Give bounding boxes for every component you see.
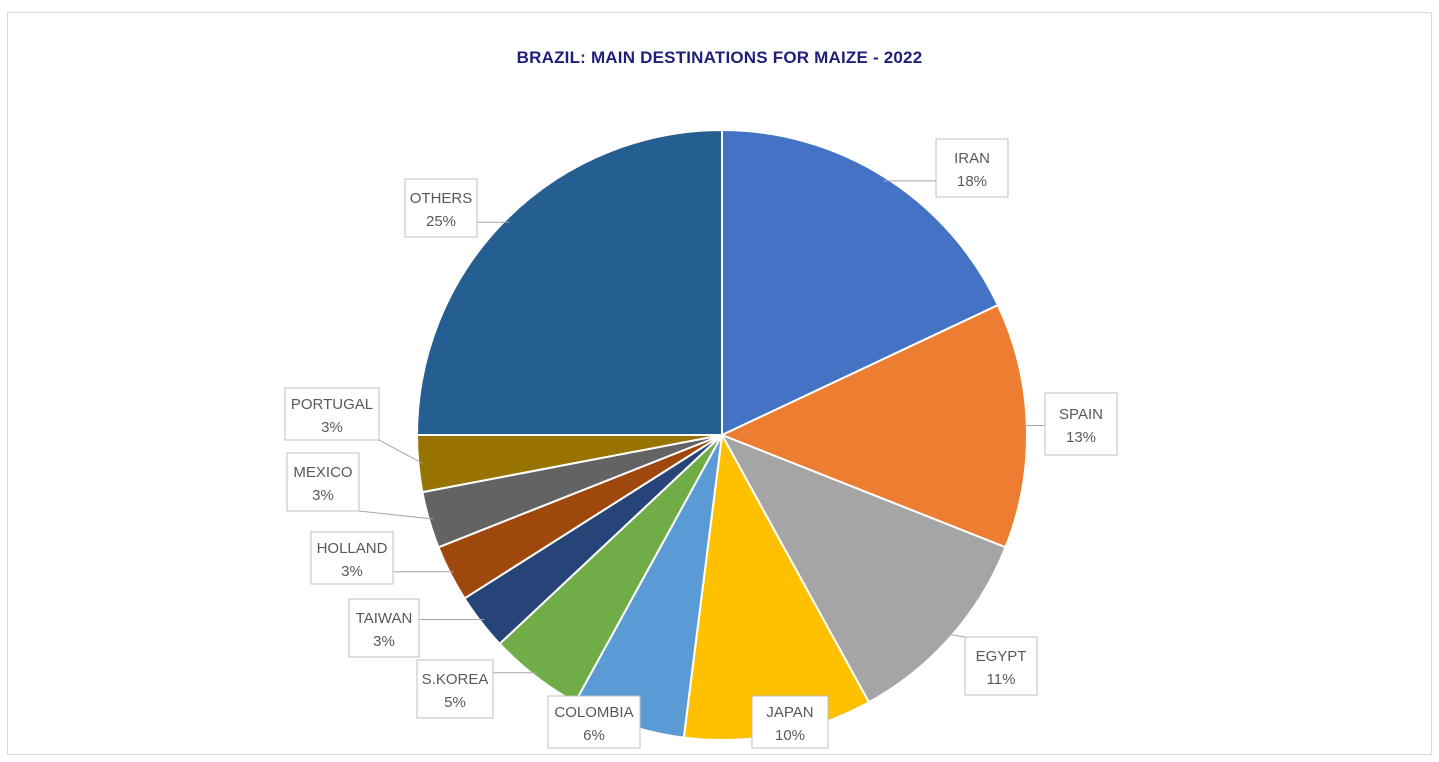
data-label-box xyxy=(416,659,494,719)
data-label: TAIWAN 3% xyxy=(348,598,420,658)
data-label: HOLLAND 3% xyxy=(310,531,394,585)
data-label-box xyxy=(1044,392,1118,456)
data-label: EGYPT 11% xyxy=(964,636,1038,696)
data-label: OTHERS 25% xyxy=(404,178,478,238)
data-label-category: HOLLAND xyxy=(317,540,388,557)
data-label: IRAN 18% xyxy=(935,138,1009,198)
data-label: SPAIN 13% xyxy=(1044,392,1118,456)
data-label-box xyxy=(935,138,1009,198)
data-labels: IRAN 18% SPAIN 13% EGYPT 11% JAPAN 10% COLOMBIA 6… xyxy=(284,138,1118,749)
data-label-value: 3% xyxy=(312,487,334,504)
data-label-value: 3% xyxy=(373,633,395,650)
data-label-value: 13% xyxy=(1066,429,1096,446)
chart-title: BRAZIL: MAIN DESTINATIONS FOR MAIZE - 20… xyxy=(516,48,923,67)
data-label-box xyxy=(286,452,360,512)
data-label-category: MEXICO xyxy=(293,464,352,481)
data-label-category: TAIWAN xyxy=(356,610,413,627)
data-label-value: 3% xyxy=(321,419,343,436)
data-label: COLOMBIA 6% xyxy=(547,695,641,749)
data-label-value: 18% xyxy=(957,173,987,190)
data-label-category: IRAN xyxy=(954,150,990,167)
pie-slices xyxy=(415,128,1028,741)
data-label-value: 11% xyxy=(987,671,1016,688)
leader-line xyxy=(378,439,423,464)
data-label-box xyxy=(964,636,1038,696)
data-label-box xyxy=(348,598,420,658)
data-label: PORTUGAL 3% xyxy=(284,387,380,441)
data-label: JAPAN 10% xyxy=(751,695,829,749)
leader-line xyxy=(358,510,434,520)
data-label-category: EGYPT xyxy=(976,648,1027,665)
data-label-value: 6% xyxy=(583,727,605,744)
data-label-box xyxy=(547,695,641,749)
data-label-value: 25% xyxy=(426,213,456,230)
data-label-category: S.KOREA xyxy=(422,671,489,688)
leader-line xyxy=(947,633,966,638)
data-label-value: 10% xyxy=(775,727,805,744)
data-label: S.KOREA 5% xyxy=(416,659,494,719)
data-label-category: JAPAN xyxy=(766,704,813,721)
data-label-value: 3% xyxy=(341,563,363,580)
pie-slice-others xyxy=(415,128,723,436)
data-label-box xyxy=(751,695,829,749)
pie-slice-egypt xyxy=(719,433,1007,704)
data-label: MEXICO 3% xyxy=(286,452,360,512)
data-label-box xyxy=(310,531,394,585)
data-label-category: SPAIN xyxy=(1059,406,1103,423)
data-label-category: OTHERS xyxy=(410,190,473,207)
data-label-category: COLOMBIA xyxy=(554,704,633,721)
data-label-box xyxy=(284,387,380,441)
data-label-box xyxy=(404,178,478,238)
pie-slice-iran xyxy=(721,128,1000,437)
data-label-value: 5% xyxy=(444,694,466,711)
data-label-category: PORTUGAL xyxy=(291,396,373,413)
